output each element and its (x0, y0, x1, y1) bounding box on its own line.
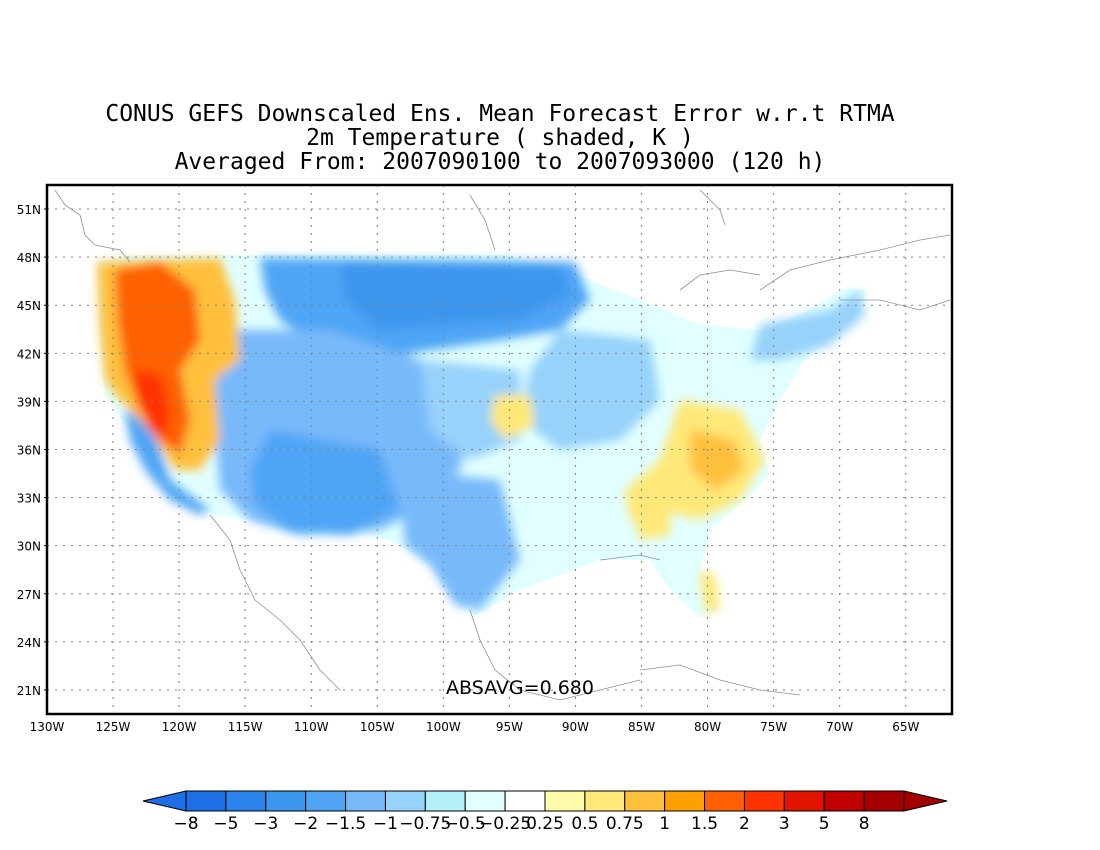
lon-axis: 130W 125W 120W 115W 110W 105W 100W 95W 90W 85W 80W… (30, 720, 920, 734)
lon-tick-label: 65W (892, 720, 919, 734)
warm-bias-florida (700, 570, 720, 612)
lon-tick-label: 85W (628, 720, 655, 734)
absavg-annotation: ABSAVG=0.680 (446, 677, 594, 699)
lon-tick-label: 110W (294, 720, 329, 734)
colorbar-box (704, 790, 745, 812)
cold-bias-core (340, 262, 570, 330)
colorbar-box (504, 790, 546, 812)
title-line-3: Averaged From: 2007090100 to 2007093000 … (174, 149, 826, 175)
lon-tick-label: 90W (562, 720, 589, 734)
colorbar-low-arrow (142, 790, 187, 812)
lon-tick-label: 125W (96, 720, 131, 734)
colorbar-box (225, 790, 267, 812)
chart-title: CONUS GEFS Downscaled Ens. Mean Forecast… (0, 102, 1000, 174)
lat-tick-label: 39N (17, 395, 41, 409)
colorbar-box (305, 790, 347, 812)
lon-tick-label: 70W (826, 720, 853, 734)
colorbar-box (384, 790, 426, 812)
colorbar-box (783, 790, 825, 812)
lat-tick-label: 51N (17, 203, 41, 217)
colorbar-label: −0.25 (479, 814, 531, 834)
colorbar-label: 3 (779, 814, 790, 834)
title-line-1: CONUS GEFS Downscaled Ens. Mean Forecast… (105, 101, 895, 127)
map-field (47, 185, 952, 714)
colorbar-box (544, 790, 586, 812)
warm-bias-gulf (630, 505, 670, 540)
cold-bias-southwest (250, 430, 400, 535)
colorbar-box (424, 790, 466, 812)
colorbar-label: −2 (293, 814, 318, 834)
lon-tick-label: 105W (360, 720, 395, 734)
warm-bias-west-core (115, 262, 200, 455)
colorbar-labels: −8 −5 −3 −2 −1.5 −1 −0.75−0.5−0.250.25 0.5 0.75 1… (173, 814, 869, 834)
cold-bias-texas (400, 470, 520, 610)
colorbar-label: −0.5 (445, 814, 486, 834)
map-gridlines (47, 185, 952, 714)
colorbar-label: 0.5 (571, 814, 598, 834)
lat-tick-label: 27N (17, 588, 41, 602)
lat-tick-label: 45N (17, 299, 41, 313)
lon-tick-label: 120W (162, 720, 197, 734)
colorbar-label: −8 (173, 814, 198, 834)
colorbar-box (664, 790, 706, 812)
colorbar-label: −1 (373, 814, 398, 834)
cold-bias-midwest (520, 330, 660, 450)
lon-tick-label: 115W (228, 720, 263, 734)
colorbar-label: −5 (213, 814, 238, 834)
colorbar-box (624, 790, 666, 812)
colorbar-label: 1 (659, 814, 670, 834)
lat-tick-label: 30N (17, 540, 41, 554)
warm-bias-missouri (490, 395, 535, 440)
lat-tick-label: 42N (17, 347, 41, 361)
colorbar-boxes (142, 790, 948, 812)
lon-tick-label: 130W (30, 720, 65, 734)
colorbar-high-arrow (903, 790, 948, 812)
colorbar-label: 0.25 (526, 814, 564, 834)
warm-bias-carolinas (690, 430, 745, 490)
forecast-error-map: 51N 48N 45N 42N 39N 36N 33N 30N 27N 24N 21N 130W 12… (17, 183, 954, 734)
lat-axis: 51N 48N 45N 42N 39N 36N 33N 30N 27N 24N 21N (17, 203, 47, 698)
lon-tick-label: 100W (426, 720, 461, 734)
colorbar-box (863, 790, 905, 812)
colorbar-label: 2 (739, 814, 750, 834)
lon-tick-label: 80W (694, 720, 721, 734)
lon-tick-label: 95W (496, 720, 523, 734)
lat-tick-label: 48N (17, 251, 41, 265)
warm-bias-ca-hot (135, 370, 170, 440)
colorbar-label: 8 (859, 814, 870, 834)
lat-tick-label: 21N (17, 684, 41, 698)
colorbar-label: −0.75 (399, 814, 451, 834)
coastlines (54, 189, 951, 701)
colorbar-label: 0.75 (606, 814, 644, 834)
lat-tick-label: 36N (17, 444, 41, 458)
colorbar-box (743, 790, 785, 812)
colorbar-label: −1.5 (325, 814, 366, 834)
colorbar-label: 1.5 (691, 814, 718, 834)
colorbar-box (584, 790, 626, 812)
cold-bias-coast-ca (125, 410, 210, 515)
colorbar-box (823, 790, 865, 812)
lat-tick-label: 24N (17, 636, 41, 650)
cold-bias-northeast (750, 290, 865, 360)
colorbar-box (265, 790, 307, 812)
colorbar-box (464, 790, 506, 812)
colorbar-label: 5 (819, 814, 830, 834)
title-line-2: 2m Temperature ( shaded, K ) (306, 125, 694, 151)
colorbar-box (185, 790, 227, 812)
colorbar-box (345, 790, 386, 812)
lon-tick-label: 75W (760, 720, 787, 734)
cold-bias-plains (420, 360, 520, 460)
lat-tick-label: 33N (17, 492, 41, 506)
colorbar-label: −3 (253, 814, 278, 834)
